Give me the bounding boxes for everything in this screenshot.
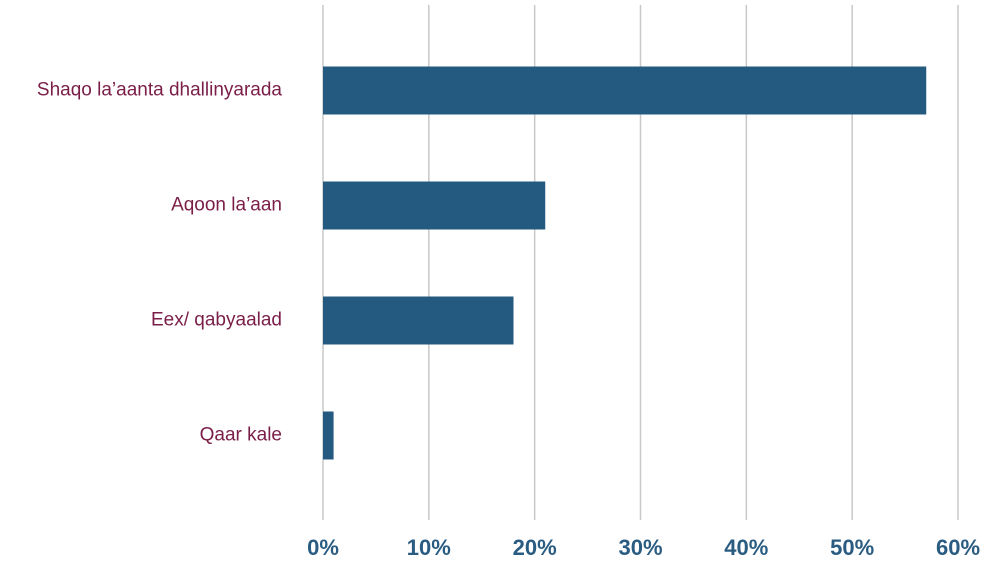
x-tick-label: 0% [307, 535, 339, 560]
x-tick-label: 50% [830, 535, 874, 560]
bar [323, 411, 334, 460]
category-label: Qaar kale [200, 425, 282, 446]
x-tick-label: 40% [724, 535, 768, 560]
x-tick-label: 10% [407, 535, 451, 560]
x-tick-label: 60% [936, 535, 980, 560]
category-label: Aqoon la’aan [171, 195, 282, 216]
bar [323, 66, 927, 115]
category-label: Shaqo la’aanta dhallinyarada [37, 80, 283, 101]
bar [323, 181, 546, 230]
category-label: Eex/ qabyaalad [151, 310, 282, 331]
bar [323, 296, 514, 345]
x-tick-label: 20% [513, 535, 557, 560]
x-tick-label: 30% [618, 535, 662, 560]
